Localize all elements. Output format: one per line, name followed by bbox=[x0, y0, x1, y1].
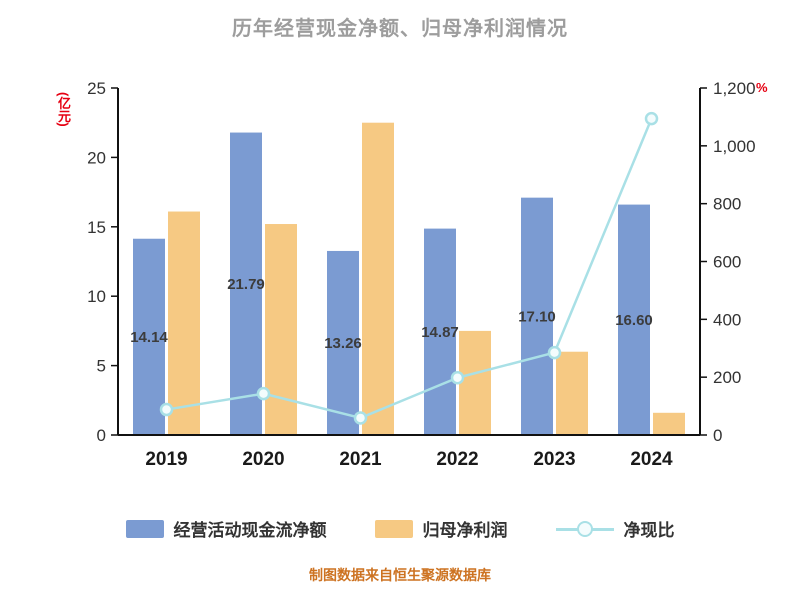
right-tick-label: 600 bbox=[713, 253, 741, 272]
legend-item-net-profit[interactable]: 归母净利润 bbox=[374, 516, 508, 541]
legend-label-net-profit: 归母净利润 bbox=[422, 521, 508, 540]
legend: 经营活动现金流净额 归母净利润 净现比 bbox=[0, 516, 800, 541]
legend-label-cash-ratio: 净现比 bbox=[623, 521, 675, 540]
bar-value-label: 13.26 bbox=[324, 335, 362, 352]
x-tick-label: 2023 bbox=[533, 449, 575, 470]
bar-value-label: 14.14 bbox=[130, 329, 168, 346]
x-tick-label: 2021 bbox=[339, 449, 382, 470]
line-marker-2020 bbox=[256, 386, 271, 401]
chart-title: 历年经营现金净额、归母净利润情况 bbox=[232, 18, 568, 40]
left-tick-label: 20 bbox=[87, 148, 106, 167]
data-source-note: 制图数据来自恒生聚源数据库 bbox=[309, 567, 491, 583]
x-tick-label: 2020 bbox=[242, 449, 284, 470]
legend-item-operating-cashflow[interactable]: 经营活动现金流净额 bbox=[125, 516, 327, 541]
bar-value-label: 17.10 bbox=[518, 308, 556, 325]
legend-swatch-operating-cashflow bbox=[125, 519, 164, 538]
line-marker-2021 bbox=[353, 411, 368, 425]
bar-0-2021 bbox=[327, 250, 359, 435]
ratio-line bbox=[166, 118, 653, 420]
line-marker-2024 bbox=[644, 111, 659, 126]
bar-1-2023 bbox=[556, 351, 588, 435]
bar-value-label: 14.87 bbox=[421, 324, 459, 341]
line-marker-2023 bbox=[547, 345, 562, 360]
bar-0-2019 bbox=[133, 238, 165, 435]
bar-0-2020 bbox=[230, 132, 262, 435]
right-axis-name: % bbox=[756, 80, 768, 95]
left-axis-name: (亿元) bbox=[56, 92, 71, 127]
right-tick-label: 800 bbox=[713, 195, 741, 214]
bar-1-2024 bbox=[653, 412, 685, 435]
bar-0-2024 bbox=[618, 204, 650, 435]
line-marker-2019 bbox=[159, 402, 174, 417]
right-tick-label: 200 bbox=[713, 368, 741, 387]
bar-value-label: 16.60 bbox=[615, 312, 653, 329]
bar-value-label: 21.79 bbox=[227, 276, 265, 293]
legend-swatch-net-profit bbox=[374, 519, 413, 538]
bar-1-2021 bbox=[362, 122, 394, 435]
x-tick-label: 2022 bbox=[436, 449, 478, 470]
line-marker-2022 bbox=[450, 370, 465, 385]
legend-line-marker-icon bbox=[555, 519, 614, 539]
left-tick-label: 15 bbox=[87, 218, 106, 237]
left-tick-label: 25 bbox=[87, 79, 106, 98]
right-tick-label: 1,000 bbox=[713, 137, 756, 156]
bar-1-2022 bbox=[459, 330, 491, 435]
bar-0-2023 bbox=[521, 197, 553, 435]
right-tick-label: 0 bbox=[713, 426, 722, 445]
left-tick-label: 0 bbox=[97, 426, 106, 445]
right-tick-label: 400 bbox=[713, 310, 741, 329]
right-tick-label: 1,200 bbox=[713, 79, 756, 98]
x-tick-label: 2024 bbox=[630, 449, 673, 470]
left-tick-label: 10 bbox=[87, 287, 106, 306]
bar-0-2022 bbox=[424, 228, 456, 435]
left-tick-label: 5 bbox=[97, 357, 106, 376]
x-tick-label: 2019 bbox=[145, 449, 187, 470]
bar-1-2019 bbox=[168, 211, 200, 435]
legend-label-operating-cashflow: 经营活动现金流净额 bbox=[173, 521, 327, 540]
bar-1-2020 bbox=[265, 224, 297, 435]
legend-item-cash-ratio[interactable]: 净现比 bbox=[555, 516, 675, 541]
